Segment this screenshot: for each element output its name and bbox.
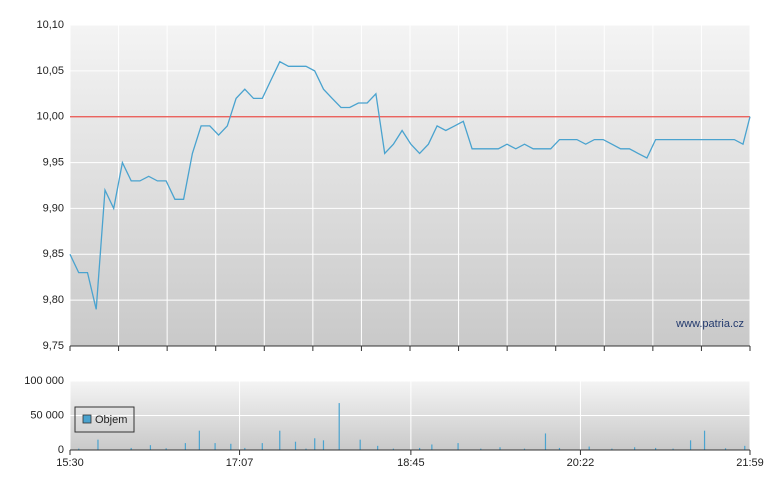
y-tick-label: 9,75 <box>43 340 64 352</box>
volume-bar <box>744 445 746 450</box>
y-tick-label: 9,95 <box>43 156 64 168</box>
volume-bar <box>392 448 394 450</box>
price-line <box>69 60 751 310</box>
volume-bar <box>305 448 307 450</box>
volume-bar <box>359 439 361 450</box>
y-tick-label: 100 000 <box>24 375 64 387</box>
volume-bar <box>588 446 590 450</box>
volume-bar <box>244 447 246 450</box>
volume-bar <box>338 403 340 450</box>
legend-swatch <box>82 414 92 424</box>
y-tick-label: 10,10 <box>36 19 64 31</box>
volume-bar <box>314 438 316 450</box>
volume-bar <box>672 448 674 450</box>
volume-bar <box>214 443 216 450</box>
volume-bar <box>431 444 433 450</box>
volume-bar <box>689 440 692 450</box>
x-tick-label: 20:22 <box>567 457 595 469</box>
x-tick-label: 18:45 <box>397 457 425 469</box>
volume-bar <box>97 439 99 450</box>
volume-bar <box>724 448 727 450</box>
volume-bar <box>130 447 132 450</box>
legend-box <box>74 406 135 433</box>
y-tick-label: 10,00 <box>36 111 64 123</box>
volume-bar <box>294 441 297 450</box>
volume-bar <box>611 448 613 450</box>
volume-bar <box>634 447 636 450</box>
volume-bar <box>322 440 325 450</box>
y-tick-label: 10,05 <box>36 65 64 77</box>
volume-bar <box>703 430 706 450</box>
volume-bar <box>149 445 152 450</box>
volume-bar <box>184 443 186 450</box>
volume-bar <box>279 430 281 450</box>
volume-bar <box>523 448 526 450</box>
volume-bar <box>419 447 421 450</box>
volume-bar <box>165 448 167 450</box>
volume-bar <box>544 433 547 450</box>
volume-bar <box>655 447 657 450</box>
y-tick-label: 9,85 <box>43 248 64 260</box>
volume-bar <box>480 448 482 450</box>
watermark: www.patria.cz <box>675 318 744 330</box>
x-tick-label: 15:30 <box>56 457 84 469</box>
volume-bar <box>78 448 80 450</box>
volume-bar <box>198 430 200 450</box>
volume-bar <box>230 443 232 450</box>
volume-bar <box>558 447 561 450</box>
x-tick-label: 17:07 <box>226 457 254 469</box>
volume-bar <box>261 443 263 450</box>
legend-label: Objem <box>95 414 127 426</box>
y-tick-label: 0 <box>58 444 64 456</box>
volume-bar <box>377 445 379 450</box>
y-tick-label: 9,80 <box>43 294 64 306</box>
volume-bar <box>499 447 501 450</box>
y-tick-label: 9,90 <box>43 202 64 214</box>
y-tick-label: 50 000 <box>30 409 64 421</box>
x-tick-label: 21:59 <box>736 457 764 469</box>
volume-bar <box>457 443 459 450</box>
